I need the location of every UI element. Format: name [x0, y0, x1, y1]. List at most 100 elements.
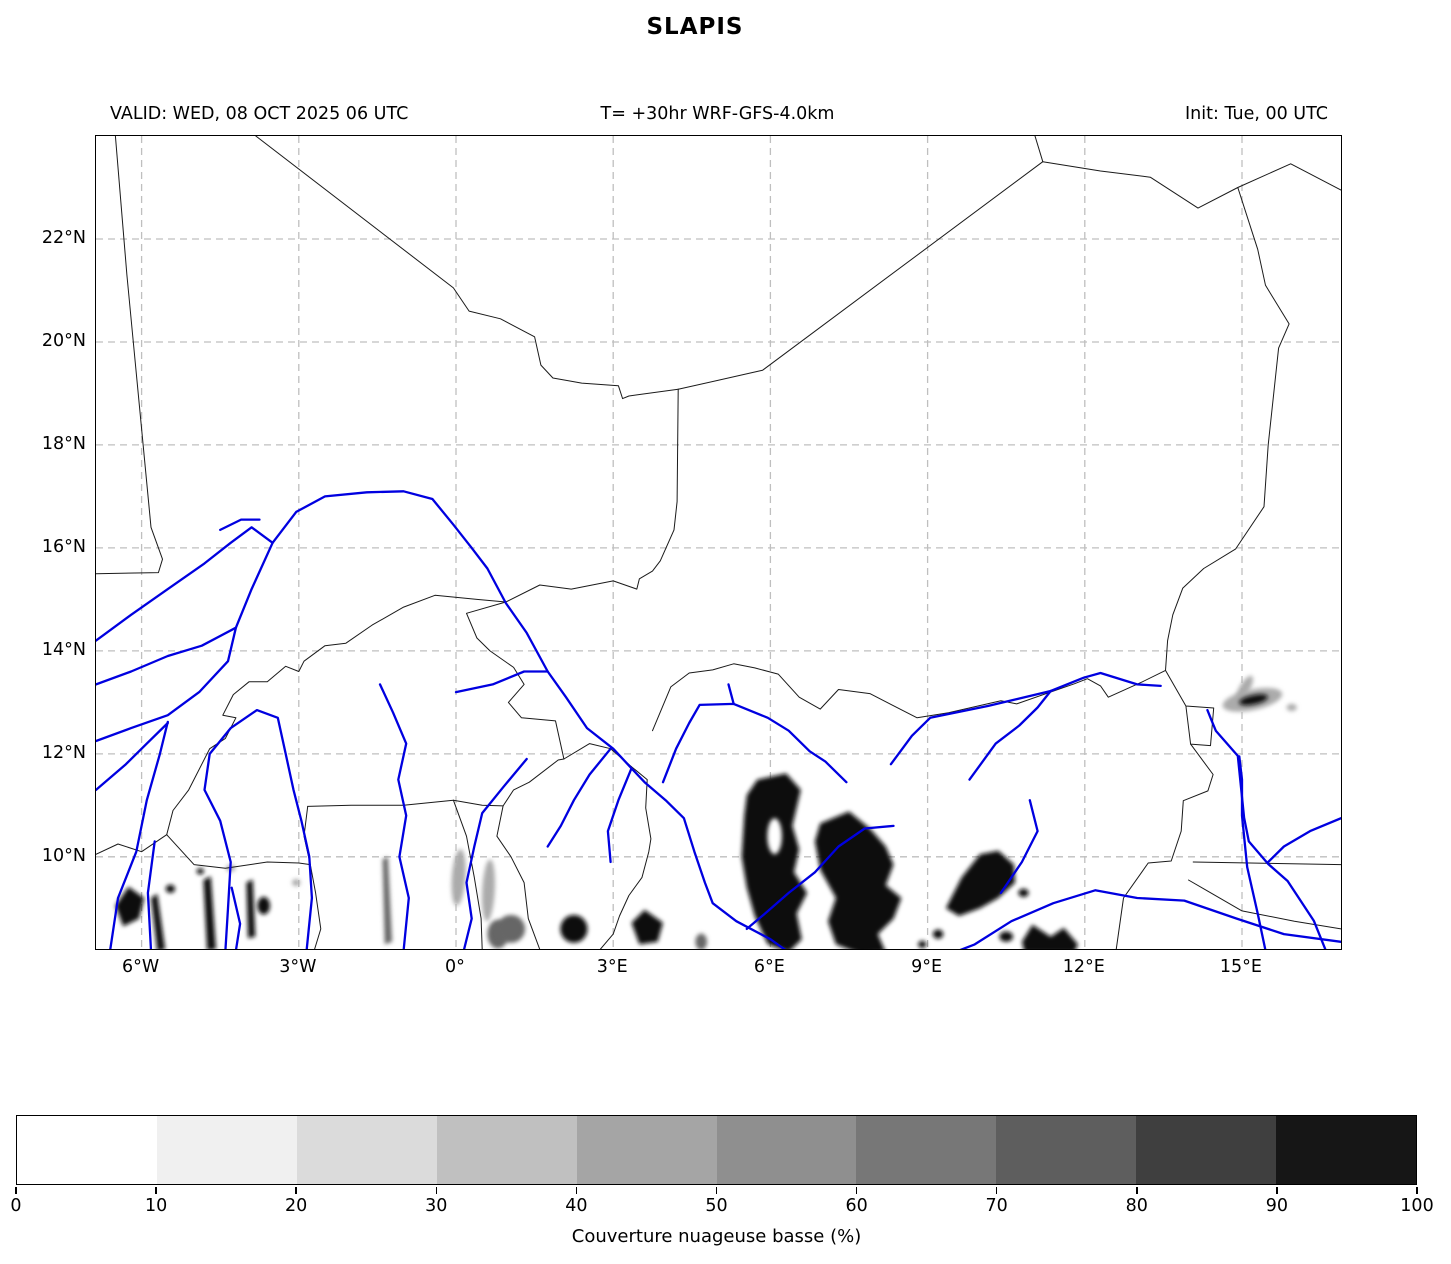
river-azoum: [1267, 817, 1341, 864]
border-togo-ghana: [452, 799, 483, 949]
colorbar-tick-label: 90: [1265, 1196, 1289, 1216]
river-niger: [96, 490, 786, 949]
border-burkina-cotedivoire-ghana: [166, 805, 311, 869]
map-canvas: [95, 135, 1342, 950]
colorbar-label: Couverture nuageuse basse (%): [571, 1226, 862, 1247]
cloud-blob-center-streak-1: [382, 856, 393, 945]
border-mauritania-mali: [96, 136, 163, 575]
colorbar-tick-label: 70: [985, 1196, 1008, 1216]
colorbar-tick-label: 30: [425, 1196, 448, 1216]
border-mali-niger: [505, 388, 679, 603]
colorbar-tick-label: 80: [1125, 1196, 1148, 1216]
colorbar-tick: [575, 1186, 578, 1194]
river-mouhoun: [203, 708, 314, 949]
cloud-blob-sw-blob-1: [115, 886, 145, 927]
river-west-trib-2: [230, 886, 242, 949]
colorbar-tick: [1416, 1186, 1418, 1194]
border-cotedivoire-ghana: [309, 864, 322, 949]
colorbar-tick-label: 100: [1400, 1196, 1434, 1216]
cloud-blob-bird-wing: [1236, 675, 1254, 702]
y-tick-label: 22°N: [41, 227, 86, 248]
x-tick-label: 15°E: [1219, 957, 1262, 977]
colorbar-tick-label: 10: [144, 1196, 168, 1216]
cloud-blob-center-dark-1: [560, 915, 588, 943]
colorbar-segment-60-70: [856, 1116, 997, 1184]
border-burkina-south: [307, 758, 565, 807]
y-tick-label: 16°N: [41, 536, 86, 557]
rivers-layer: [96, 490, 1341, 949]
cloud-blob-sw-dot-1: [165, 884, 176, 893]
x-tick-label: 6°E: [753, 957, 785, 977]
colorbar-segment-10-20: [156, 1116, 297, 1184]
border-chad-cameroon-south: [1188, 879, 1341, 930]
colorbar: [16, 1115, 1417, 1185]
colorbar-tick-label: 20: [285, 1196, 308, 1216]
cloud-blob-triangle-mass: [945, 850, 1016, 916]
colorbar-tick: [715, 1186, 718, 1194]
river-oti: [462, 757, 528, 949]
colorbar-tick: [995, 1186, 998, 1194]
colorbar-segment-90-100: [1276, 1116, 1417, 1184]
init-time-label: Init: Tue, 00 UTC: [1185, 104, 1328, 124]
cloud-cover-layer: [115, 675, 1297, 949]
page-title: SLAPIS: [646, 14, 744, 40]
border-lake-chad-borders: [1165, 669, 1215, 747]
cloud-blob-sw-streak-1: [151, 893, 166, 949]
river-alibori: [606, 767, 633, 864]
river-bani: [96, 626, 238, 743]
river-faguibine: [219, 518, 261, 532]
colorbar-tick: [295, 1186, 297, 1194]
river-logone: [1238, 755, 1267, 949]
valid-time-label: VALID: WED, 08 OCT 2025 06 UTC: [110, 104, 409, 124]
colorbar-tick: [435, 1186, 438, 1194]
colorbar-segment-0-10: [17, 1116, 157, 1184]
x-tick-label: 0°: [445, 957, 465, 977]
cloud-blob-center-mid-2: [496, 915, 526, 943]
cloud-blob-sw-faint-2: [292, 879, 301, 887]
border-benin-nigeria: [599, 766, 652, 949]
river-jamaare: [968, 689, 1052, 781]
colorbar-segment-80-90: [1136, 1116, 1277, 1184]
river-west-trib-1: [146, 840, 156, 949]
cloud-blob-center-faint-1: [451, 849, 466, 906]
river-kaduna: [745, 824, 895, 931]
y-tick-label: 10°N: [41, 845, 86, 866]
cloud-blob-bird-satellite: [1286, 703, 1297, 712]
colorbar-tick: [1136, 1186, 1138, 1194]
colorbar-tick-label: 60: [845, 1196, 868, 1216]
river-baoule: [96, 721, 169, 792]
colorbar-segment-30-40: [436, 1116, 577, 1184]
river-chari: [1206, 708, 1327, 949]
colorbar-segment-50-60: [716, 1116, 857, 1184]
border-burkina-niger: [466, 601, 565, 760]
river-nakanbe: [378, 683, 410, 949]
river-gongola: [999, 799, 1039, 895]
x-tick-label: 12°E: [1062, 957, 1105, 977]
river-benue: [959, 889, 1341, 949]
cloud-blob-sw-streak-3: [246, 879, 256, 939]
x-tick-label: 9°E: [911, 957, 943, 977]
cloud-blob-cluster-se: [1021, 924, 1078, 949]
cloud-blob-sw-streak-2: [203, 876, 216, 949]
y-tick-label: 20°N: [41, 330, 86, 351]
border-mali-burkina: [166, 594, 507, 836]
border-algeria-mali: [255, 136, 679, 400]
border-benin-togo: [496, 805, 541, 949]
colorbar-segment-40-50: [576, 1116, 717, 1184]
cloud-blob-main-east-mass: [814, 811, 902, 949]
colorbar-tick: [1276, 1186, 1278, 1194]
colorbar-tick-label: 0: [10, 1196, 22, 1216]
cloud-blob-center-faint-2: [482, 859, 495, 922]
border-algeria-libya: [1034, 136, 1044, 163]
cloud-blob-main-west-gap: [767, 818, 782, 855]
colorbar-tick-label: 50: [705, 1196, 728, 1216]
cloud-blob-dot-se-1: [999, 931, 1013, 942]
cloud-blob-center-mid-3: [695, 933, 707, 949]
cloud-blob-dot-se-3: [918, 940, 927, 949]
colorbar-tick: [855, 1186, 858, 1194]
border-mali-cotedivoire: [96, 834, 168, 855]
border-niger-chad: [1165, 187, 1290, 671]
border-niger-nigeria: [652, 663, 1166, 732]
cloud-blob-center-dark-2: [631, 909, 663, 945]
river-mekrou: [546, 747, 612, 848]
